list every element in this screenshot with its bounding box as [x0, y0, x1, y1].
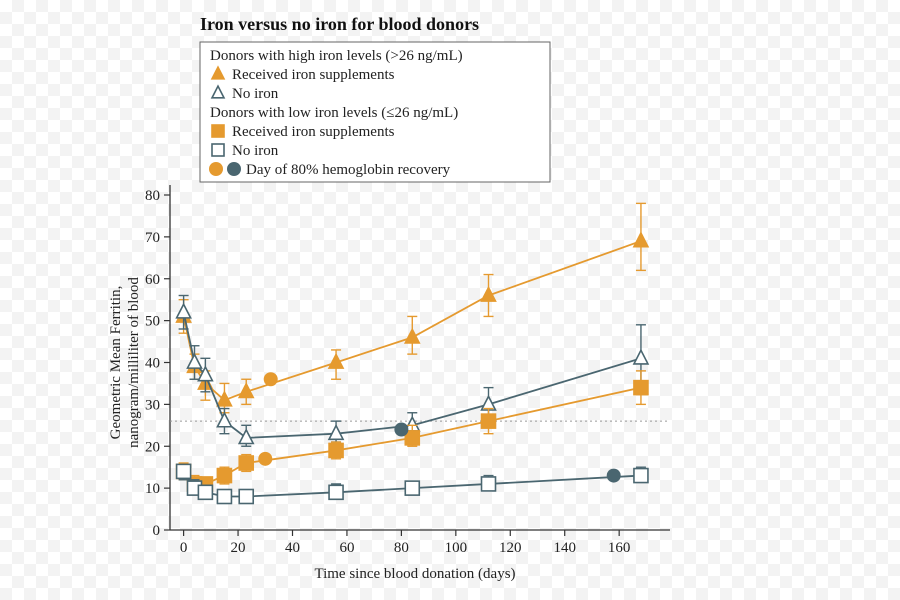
legend-item-label: Received iron supplements [232, 124, 395, 140]
marker-square-open [239, 490, 253, 504]
y-tick-label: 0 [153, 523, 161, 539]
marker-square-open [198, 485, 212, 499]
x-tick-label: 20 [231, 540, 246, 556]
marker-triangle-open [634, 350, 648, 364]
marker-square-open [212, 144, 224, 156]
marker-triangle-open [177, 304, 191, 318]
recovery-dot [258, 452, 272, 466]
chart-title: Iron versus no iron for blood donors [200, 14, 479, 34]
marker-triangle-filled [634, 233, 648, 247]
marker-square-open [634, 469, 648, 483]
recovery-dot [264, 372, 278, 386]
y-tick-label: 70 [145, 230, 160, 246]
marker-square-filled [329, 443, 343, 457]
marker-square-filled [217, 469, 231, 483]
marker-square-filled [212, 125, 224, 137]
marker-square-filled [482, 414, 496, 428]
y-tick-label: 80 [145, 188, 160, 204]
marker-triangle-open [188, 354, 202, 368]
marker-square-open [217, 490, 231, 504]
marker-square-open [482, 477, 496, 491]
legend-item-label: Day of 80% hemoglobin recovery [246, 162, 451, 178]
marker-triangle-filled [405, 329, 419, 343]
y-tick-label: 30 [145, 397, 160, 413]
marker-square-filled [634, 381, 648, 395]
x-tick-label: 60 [339, 540, 354, 556]
x-tick-label: 80 [394, 540, 409, 556]
legend-header: Donors with high iron levels (>26 ng/mL) [210, 48, 463, 64]
y-axis-label: Geometric Mean Ferritin,nanogram/millili… [108, 277, 142, 448]
legend-dot-icon [227, 162, 241, 176]
x-tick-label: 160 [608, 540, 631, 556]
marker-square-open [177, 464, 191, 478]
marker-square-open [405, 481, 419, 495]
legend-item-label: No iron [232, 86, 279, 102]
legend-header: Donors with low iron levels (≤26 ng/mL) [210, 105, 458, 121]
x-tick-label: 100 [445, 540, 468, 556]
x-tick-label: 40 [285, 540, 300, 556]
y-tick-label: 20 [145, 439, 160, 455]
y-tick-label: 40 [145, 356, 160, 372]
marker-square-open [329, 485, 343, 499]
x-tick-label: 140 [553, 540, 576, 556]
marker-triangle-open [217, 413, 231, 427]
x-tick-label: 0 [180, 540, 188, 556]
y-tick-label: 10 [145, 481, 160, 497]
legend-dot-icon [209, 162, 223, 176]
x-axis-label: Time since blood donation (days) [314, 566, 515, 582]
y-tick-label: 50 [145, 314, 160, 330]
legend-item-label: No iron [232, 143, 279, 159]
chart-svg: Iron versus no iron for blood donors 0 10 2… [0, 0, 900, 600]
x-tick-label: 120 [499, 540, 522, 556]
legend-item-label: Received iron supplements [232, 67, 395, 83]
marker-triangle-open [239, 430, 253, 444]
recovery-dot [607, 469, 621, 483]
marker-square-filled [239, 456, 253, 470]
y-tick-label: 60 [145, 272, 160, 288]
recovery-dot [394, 423, 408, 437]
